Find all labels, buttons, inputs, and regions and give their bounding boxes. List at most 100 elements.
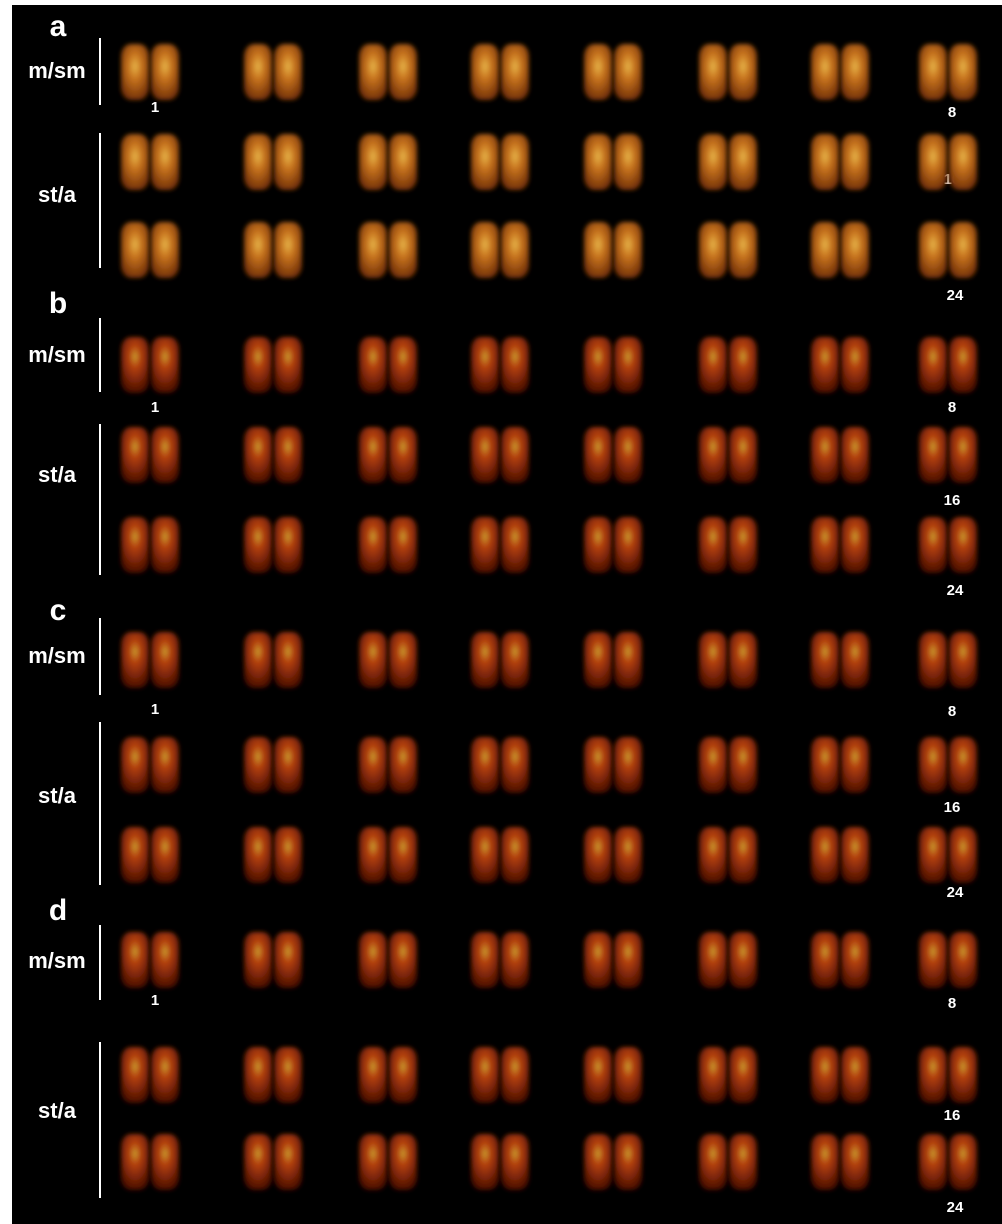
chromosome — [274, 932, 302, 988]
chromosome — [471, 44, 499, 100]
chromosome — [121, 134, 149, 190]
chromosome — [841, 427, 869, 483]
chromosome — [359, 1047, 387, 1103]
chromosome — [811, 44, 839, 100]
chromosome — [729, 427, 757, 483]
chromosome — [729, 1047, 757, 1103]
chromosome — [244, 1134, 272, 1190]
chromosome — [919, 632, 947, 688]
chromosome — [389, 427, 417, 483]
chromosome-number: 24 — [947, 884, 964, 901]
chromosome — [471, 222, 499, 278]
chromosome — [274, 222, 302, 278]
chromosome — [389, 134, 417, 190]
chromosome — [244, 134, 272, 190]
group-label: m/sm — [28, 948, 85, 973]
chromosome — [614, 1134, 642, 1190]
chromosome — [811, 932, 839, 988]
chromosome — [471, 827, 499, 883]
chromosome-number: 1 — [151, 99, 159, 116]
chromosome — [841, 1047, 869, 1103]
chromosome — [274, 337, 302, 393]
chromosome — [244, 932, 272, 988]
chromosome — [274, 517, 302, 573]
chromosome — [274, 1134, 302, 1190]
chromosome — [501, 932, 529, 988]
chromosome — [121, 827, 149, 883]
chromosome — [584, 427, 612, 483]
group-label: m/sm — [28, 643, 85, 668]
chromosome — [919, 337, 947, 393]
chromosome — [359, 134, 387, 190]
chromosome — [501, 427, 529, 483]
chromosome — [151, 222, 179, 278]
chromosome — [244, 517, 272, 573]
chromosome — [501, 827, 529, 883]
chromosome — [949, 134, 977, 190]
chromosome — [584, 134, 612, 190]
chromosome-number: 16 — [944, 1107, 961, 1124]
chromosome — [699, 737, 727, 793]
chromosome — [584, 337, 612, 393]
chromosome — [389, 1047, 417, 1103]
chromosome — [949, 427, 977, 483]
chromosome — [359, 517, 387, 573]
chromosome — [841, 827, 869, 883]
chromosome — [244, 44, 272, 100]
chromosome — [699, 932, 727, 988]
chromosome — [274, 1047, 302, 1103]
chromosome — [274, 827, 302, 883]
chromosome — [584, 632, 612, 688]
chromosome — [919, 517, 947, 573]
chromosome — [389, 337, 417, 393]
chromosome — [949, 44, 977, 100]
chromosome — [244, 222, 272, 278]
chromosome — [389, 737, 417, 793]
chromosome — [919, 222, 947, 278]
background — [12, 5, 1002, 1224]
chromosome — [614, 632, 642, 688]
chromosome — [729, 337, 757, 393]
group-label: m/sm — [28, 342, 85, 367]
chromosome — [699, 632, 727, 688]
chromosome — [244, 427, 272, 483]
chromosome — [359, 222, 387, 278]
chromosome — [151, 1047, 179, 1103]
chromosome — [729, 44, 757, 100]
chromosome-number: 8 — [948, 995, 956, 1012]
chromosome — [121, 737, 149, 793]
panel-letter: b — [49, 287, 67, 320]
group-label: st/a — [38, 462, 77, 487]
chromosome — [949, 932, 977, 988]
chromosome — [274, 44, 302, 100]
chromosome — [359, 737, 387, 793]
chromosome — [121, 632, 149, 688]
chromosome — [151, 827, 179, 883]
chromosome — [274, 134, 302, 190]
chromosome-number: 8 — [948, 104, 956, 121]
chromosome — [841, 134, 869, 190]
chromosome — [699, 222, 727, 278]
chromosome — [614, 134, 642, 190]
chromosome — [614, 932, 642, 988]
chromosome — [151, 517, 179, 573]
chromosome — [584, 222, 612, 278]
chromosome — [121, 932, 149, 988]
chromosome — [614, 44, 642, 100]
chromosome — [471, 932, 499, 988]
chromosome — [501, 337, 529, 393]
chromosome — [811, 427, 839, 483]
chromosome — [151, 337, 179, 393]
chromosome — [841, 222, 869, 278]
group-label: st/a — [38, 182, 77, 207]
chromosome-number: 24 — [947, 287, 964, 304]
chromosome — [614, 427, 642, 483]
chromosome — [501, 1047, 529, 1103]
chromosome — [244, 737, 272, 793]
chromosome — [359, 337, 387, 393]
chromosome — [949, 737, 977, 793]
chromosome-number: 16 — [944, 799, 961, 816]
chromosome — [389, 517, 417, 573]
